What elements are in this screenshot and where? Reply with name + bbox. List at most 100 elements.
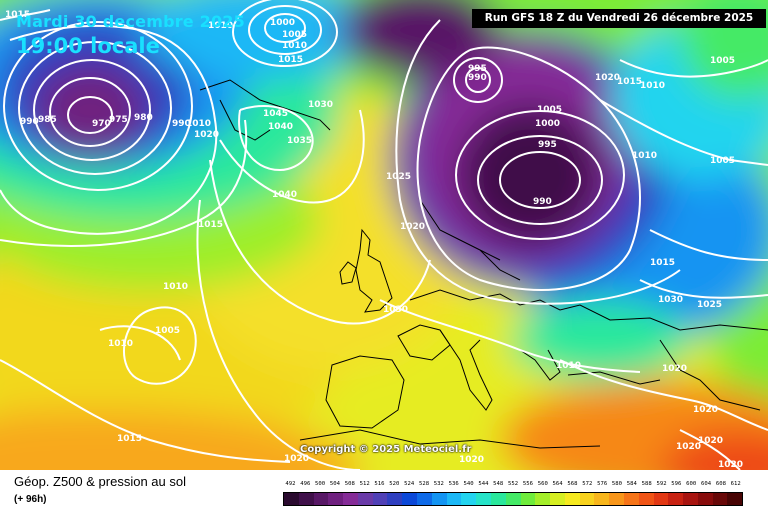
legend-tick-label: 500 (315, 481, 326, 487)
legend-tick-label: 576 (597, 481, 608, 487)
isobar-label: 1020 (595, 73, 620, 83)
forecast-date: Mardi 30 decembre 2025 (16, 12, 245, 31)
forecast-time: 19:00 locale (16, 34, 160, 58)
legend-swatch (653, 493, 669, 505)
isobar-label: 1020 (400, 222, 425, 232)
isobar-label: 1030 (658, 295, 683, 305)
isobar-label: 1020 (284, 454, 309, 464)
legend-tick-label: 532 (433, 481, 444, 487)
isobar-label: 1020 (718, 460, 743, 470)
legend-tick-label: 516 (374, 481, 385, 487)
isobar-label: 985 (38, 115, 57, 125)
isobar-label: 1005 (537, 105, 562, 115)
legend-swatch (343, 493, 358, 505)
legend-tick-label: 548 (493, 481, 504, 487)
legend-tick-label: 512 (359, 481, 370, 487)
legend-tick-label: 504 (329, 481, 340, 487)
isobar-label: 1000 (270, 18, 295, 28)
legend-tick-label: 492 (285, 481, 296, 487)
legend-swatch (490, 493, 506, 505)
isobar-label: 1005 (710, 156, 735, 166)
legend-tick-label: 540 (463, 481, 474, 487)
legend-tick-label: 564 (552, 481, 563, 487)
forecast-lead-time: (+ 96h) (14, 494, 47, 505)
isobar-label: 1005 (710, 56, 735, 66)
legend-tick-label: 508 (344, 481, 355, 487)
isobar-label: 1005 (155, 326, 180, 336)
legend-swatch (609, 493, 624, 505)
isobar-label: 1010 (108, 339, 133, 349)
legend-swatch (417, 493, 432, 505)
isobar-label: 995 (468, 64, 487, 74)
legend-swatch (298, 493, 314, 505)
isobar-label: 1040 (268, 122, 293, 132)
isobar-label: 975 (109, 115, 128, 125)
legend-swatch (550, 493, 565, 505)
isobar-label: 1005 (282, 30, 307, 40)
isobar-label: 1010 (632, 151, 657, 161)
isobar-label: 1015 (198, 220, 223, 230)
isobar-label: 1035 (287, 136, 312, 146)
legend-color-bar (283, 492, 743, 506)
legend-swatch (431, 493, 447, 505)
isobar-label: 990 (20, 117, 39, 127)
legend-tick-label: 572 (582, 481, 593, 487)
legend-swatch (446, 493, 462, 505)
isobar-label: 1015 (5, 10, 30, 20)
legend-swatch (535, 493, 551, 505)
legend-swatch (284, 493, 299, 505)
chart-footer: Géop. Z500 & pression au sol (+ 96h) 492… (0, 470, 768, 512)
weather-map: 1015 1010 1000 1005 1010 1015 1045 1040 … (0, 0, 768, 470)
copyright-notice: Copyright © 2025 Meteociel.fr (300, 444, 472, 455)
legend-tick-label: 592 (656, 481, 667, 487)
isobar-label: 1010 (208, 21, 233, 31)
legend-tick-label: 528 (418, 481, 430, 487)
legend-tick-label: 600 (686, 481, 697, 487)
legend-swatch (638, 493, 654, 505)
legend-ticks: 492 496 500 504 508 512 516 520 524 528 532 536 540 5… (283, 478, 743, 490)
legend-swatch (476, 493, 491, 505)
legend-tick-label: 588 (641, 481, 652, 487)
legend-swatch (594, 493, 610, 505)
legend-swatch (402, 493, 418, 505)
legend-swatch (712, 493, 728, 505)
isobar-label: 1015 (617, 77, 642, 87)
isobar-label: 1045 (263, 109, 288, 119)
legend-tick-label: 584 (626, 481, 637, 487)
isobar-label: 1025 (697, 300, 722, 310)
legend-swatch (520, 493, 536, 505)
isobar-label: 1010 (640, 81, 665, 91)
isobar-label: 1040 (272, 190, 297, 200)
legend-swatch (387, 493, 403, 505)
geopotential-field (0, 0, 768, 470)
legend-swatch (372, 493, 388, 505)
isobar-label: 1020 (459, 455, 484, 465)
legend-swatch (579, 493, 595, 505)
legend-swatch (505, 493, 521, 505)
legend-swatch (727, 493, 743, 505)
legend-tick-label: 544 (478, 481, 489, 487)
legend-swatch (564, 493, 580, 505)
legend-swatch (683, 493, 698, 505)
isobar-label: 1020 (676, 442, 701, 452)
model-run-label: Run GFS 18 Z du Vendredi 26 décembre 202… (472, 9, 766, 28)
legend-tick-label: 556 (522, 481, 533, 487)
isobar-label: 1015 (278, 55, 303, 65)
legend-tick-label: 612 (730, 481, 741, 487)
isobar-lines (0, 0, 768, 470)
isobar-label: 1000 (535, 119, 560, 129)
legend-tick-label: 524 (404, 481, 415, 487)
isobar-label: 995 (538, 140, 557, 150)
legend-tick-label: 608 (715, 481, 726, 487)
chart-title: Géop. Z500 & pression au sol (14, 474, 186, 489)
legend-tick-label: 568 (567, 481, 578, 487)
legend-swatch (357, 493, 373, 505)
isobar-label: 970 (92, 119, 111, 129)
coastlines (199, 79, 768, 449)
isobar-label: 1010 (163, 282, 188, 292)
legend-tick-label: 560 (537, 481, 548, 487)
legend-swatch (697, 493, 713, 505)
legend-swatch (668, 493, 684, 505)
legend-swatch (313, 493, 329, 505)
